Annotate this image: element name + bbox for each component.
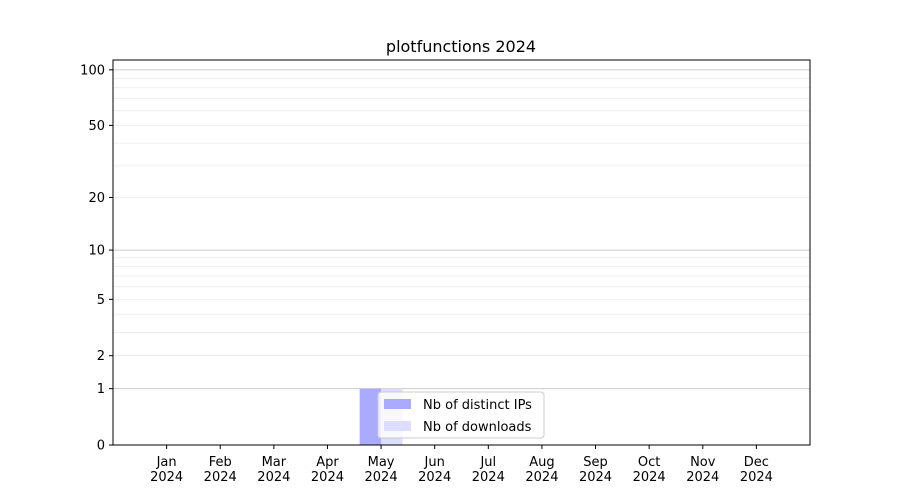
x-tick-label: May 2024 [365,455,398,485]
x-tick-label: Mar 2024 [257,455,290,485]
chart-title: plotfunctions 2024 [386,37,536,56]
x-tick-label: Oct 2024 [633,455,666,485]
y-tick-label: 2 [97,349,105,364]
x-tick-label: Sep 2024 [579,455,612,485]
y-tick-label: 10 [88,244,105,259]
x-tick-label: Nov 2024 [686,455,719,485]
legend-swatch [384,399,411,409]
plot-frame [112,59,811,446]
x-tick-label: Jan 2024 [150,455,183,485]
legend-box [377,391,545,439]
y-tick-label: 20 [88,191,105,206]
legend: Nb of distinct IPs Nb of downloads [377,391,545,439]
y-tick-label: 1 [97,382,105,397]
x-tick-label: Dec 2024 [740,455,773,485]
x-tick-label: Jun 2024 [418,455,451,485]
bar-nb-of-distinct-ips [359,388,382,445]
x-tick-label: Apr 2024 [311,455,344,485]
legend-label: Nb of distinct IPs [423,398,532,413]
y-tick-label: 100 [80,63,105,78]
legend-label: Nb of downloads [423,420,532,435]
y-tick-label: 0 [97,439,105,454]
y-tick-label: 50 [88,119,105,134]
y-tick-label: 5 [97,293,105,308]
x-tick-label: Feb 2024 [204,455,237,485]
x-tick-label: Aug 2024 [525,455,558,485]
x-tick-label: Jul 2024 [472,455,505,485]
legend-swatch [384,421,411,431]
